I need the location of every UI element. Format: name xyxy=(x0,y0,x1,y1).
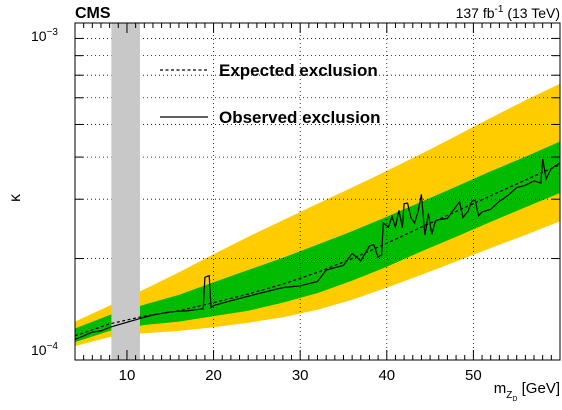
x-tick-label: 10 xyxy=(119,367,136,384)
x-label-main: m xyxy=(494,380,507,397)
legend-observed-label: Observed exclusion xyxy=(219,108,381,127)
lumi-tail: (13 TeV) xyxy=(503,5,560,21)
legend-expected-label: Expected exclusion xyxy=(219,61,378,80)
y-tick-label-top: 10−3 xyxy=(31,27,58,44)
y-tick-bottom-base: 10 xyxy=(31,342,47,358)
y-tick-bottom-exp: −4 xyxy=(47,341,59,352)
y-tick-top-base: 10 xyxy=(31,28,47,44)
x-axis-label: mZD [GeV] xyxy=(494,380,560,403)
legend: Expected exclusion Observed exclusion xyxy=(160,61,381,127)
plot-area xyxy=(75,23,560,360)
x-label-sub2: D xyxy=(512,396,517,403)
y-tick-top-exp: −3 xyxy=(47,27,59,38)
x-label-sub1: Z xyxy=(506,390,512,401)
x-label-unit: [GeV] xyxy=(517,380,560,397)
y-tick-label-bottom: 10−4 xyxy=(31,341,58,358)
x-tick-label: 30 xyxy=(292,367,309,384)
y-axis-label: κ xyxy=(7,193,24,202)
x-tick-label: 20 xyxy=(205,367,222,384)
observed-line xyxy=(75,158,560,341)
x-tick-label: 50 xyxy=(465,367,482,384)
band-1sigma xyxy=(75,141,560,343)
luminosity-label: 137 fb-1 (13 TeV) xyxy=(456,4,560,21)
lumi-main: 137 fb xyxy=(456,5,495,21)
axis-ticks: 10 20 30 40 50 xyxy=(74,22,561,384)
lumi-exponent: -1 xyxy=(495,4,504,15)
experiment-label: CMS xyxy=(75,5,111,22)
band-2sigma xyxy=(75,83,560,347)
x-tick-label: 40 xyxy=(378,367,395,384)
excluded-region xyxy=(111,23,140,360)
